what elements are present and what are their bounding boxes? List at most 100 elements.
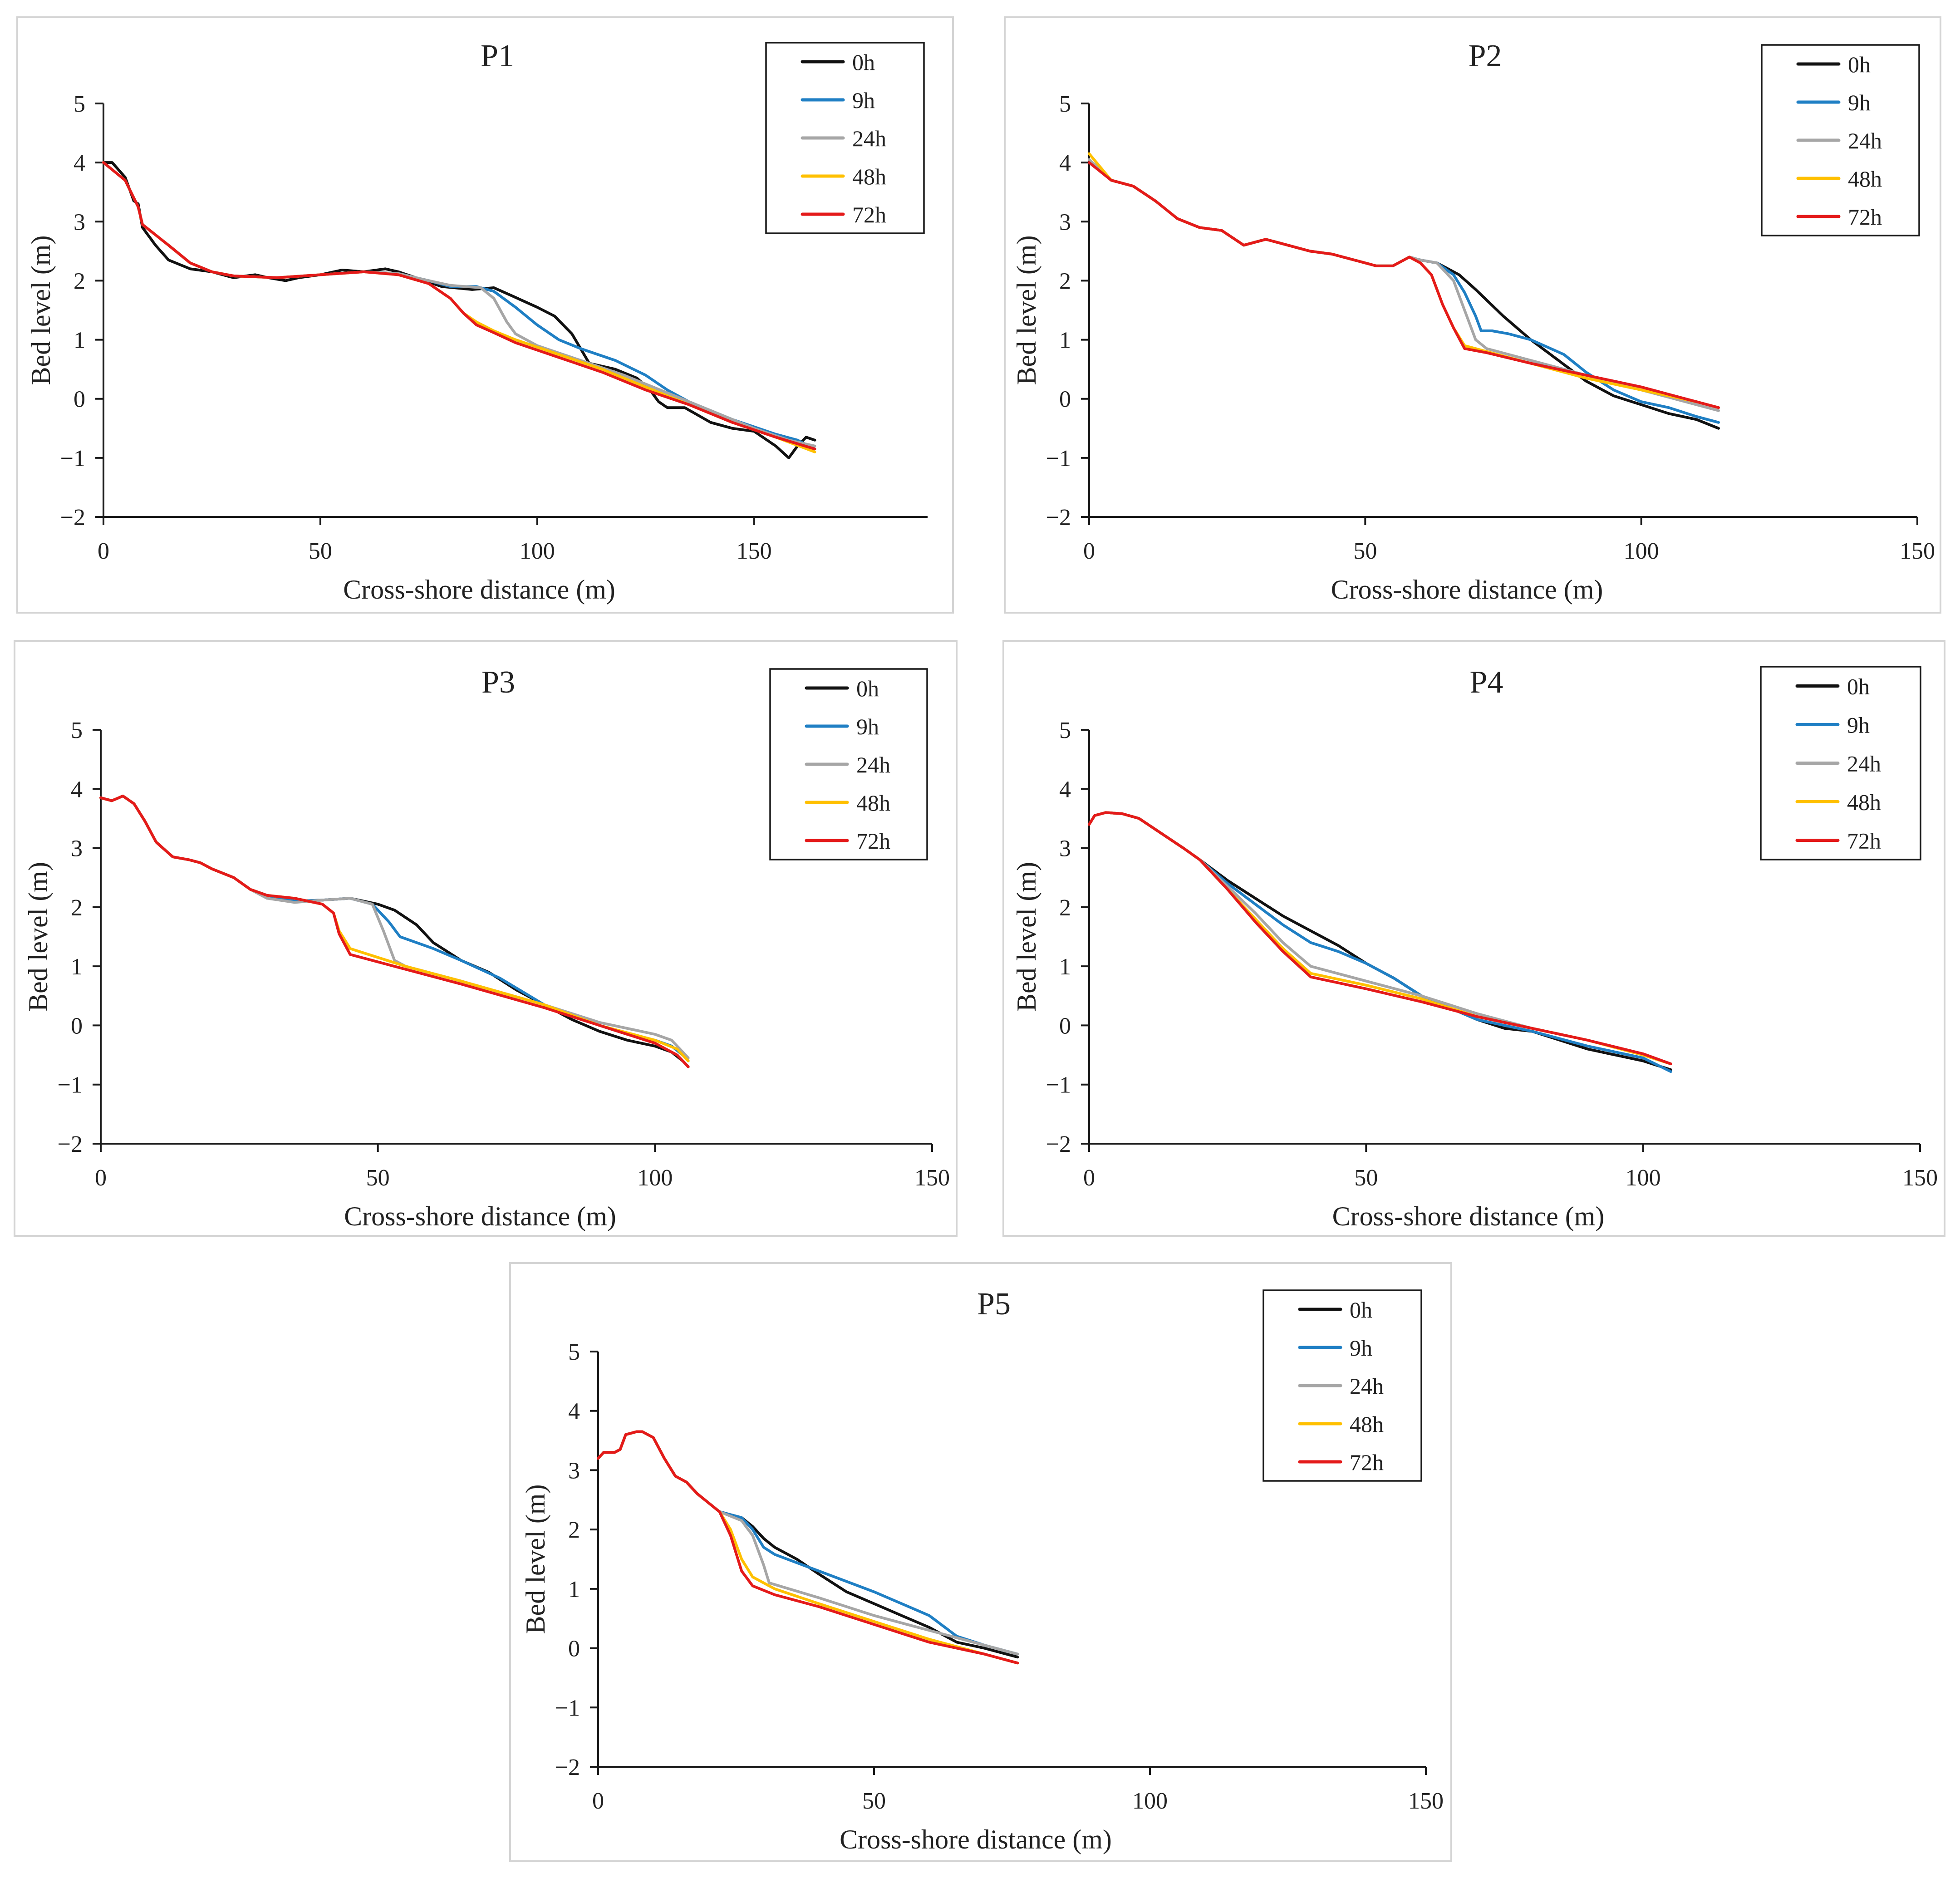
y-axis-label: Bed level (m) (521, 1485, 550, 1634)
legend-label-48h: 48h (1350, 1411, 1384, 1437)
y-tick-label: 1 (1059, 328, 1071, 354)
y-tick-label: 1 (71, 954, 83, 980)
series-line-0h (102, 161, 816, 459)
legend-label-72h: 72h (856, 828, 890, 854)
legend-label-48h: 48h (1847, 790, 1881, 815)
legend-box (765, 42, 925, 234)
chart-title: P2 (1469, 39, 1502, 74)
y-tick-label: 4 (568, 1399, 580, 1425)
legend-label-48h: 48h (1848, 166, 1882, 192)
chart-title: P1 (481, 39, 514, 74)
y-tick-label: 1 (568, 1577, 580, 1603)
y-tick-label: 4 (1059, 150, 1071, 176)
legend-box (1262, 1289, 1422, 1482)
y-tick-label: −1 (555, 1695, 580, 1721)
chart-title: P4 (1470, 665, 1503, 700)
y-tick-label: 3 (1059, 836, 1071, 862)
chart-svg: P2 5 4 3 2 1 0 −1 −2 0 50 100 150 Cross-shore distanc… (1004, 16, 1941, 614)
y-tick-label: 2 (568, 1517, 580, 1543)
chart-panel-p2: P2 5 4 3 2 1 0 −1 −2 0 50 100 150 Cross-shore distanc… (1004, 16, 1941, 614)
y-tick-label: 2 (74, 268, 85, 294)
legend-label-48h: 48h (856, 790, 890, 816)
y-tick-label: 4 (74, 150, 85, 176)
x-tick-label: 0 (1083, 1165, 1095, 1191)
x-tick-label: 150 (737, 538, 772, 564)
y-tick-label: 0 (71, 1013, 83, 1039)
y-tick-label: 0 (568, 1636, 580, 1662)
x-tick-label: 150 (1900, 538, 1935, 564)
legend-label-48h: 48h (852, 164, 886, 189)
y-tick-label: −2 (58, 1131, 83, 1157)
y-axis-label: Bed level (m) (26, 236, 56, 385)
legend: 0h 9h 24h 48h 72h (1761, 44, 1920, 236)
y-tick-label: 1 (74, 328, 85, 354)
legend: 0h 9h 24h 48h 72h (1262, 1289, 1422, 1482)
y-tick-label: 3 (71, 836, 83, 862)
series-line-72h (1088, 811, 1672, 1066)
y-tick-label: 0 (1059, 1013, 1071, 1039)
x-tick-label: 0 (1083, 538, 1095, 564)
y-tick-label: 4 (71, 777, 83, 802)
legend-label-0h: 0h (1847, 674, 1870, 699)
chart-panel-p1: P1 5 4 3 2 1 0 −1 −2 0 50 100 150 Cross-shore distanc… (16, 16, 954, 614)
chart-svg: P3 5 4 3 2 1 0 −1 −2 0 50 100 150 Cross-shore distanc… (14, 640, 958, 1237)
y-tick-label: −1 (1046, 1072, 1071, 1098)
y-tick-label: 5 (71, 718, 83, 743)
x-tick-label: 0 (592, 1788, 604, 1814)
y-tick-label: 0 (74, 387, 85, 413)
legend-label-9h: 9h (1848, 90, 1871, 115)
y-tick-label: 1 (1059, 954, 1071, 980)
x-axis-label: Cross-shore distance (m) (343, 575, 615, 605)
legend-label-0h: 0h (1350, 1297, 1372, 1322)
chart-svg: P5 5 4 3 2 1 0 −1 −2 0 50 100 150 Cross-shore distanc… (509, 1262, 1452, 1862)
chart-panel-p4: P4 5 4 3 2 1 0 −1 −2 0 50 100 150 Cross-shore distanc… (1002, 640, 1945, 1237)
x-tick-label: 50 (862, 1788, 886, 1814)
legend-label-0h: 0h (852, 49, 875, 75)
y-axis-label: Bed level (m) (1012, 236, 1041, 385)
chart-title: P3 (481, 665, 515, 700)
y-tick-label: 3 (568, 1458, 580, 1484)
series-line-72h (99, 794, 690, 1068)
series-line-72h (102, 161, 816, 451)
chart-svg: P1 5 4 3 2 1 0 −1 −2 0 50 100 150 Cross-shore distanc… (16, 16, 954, 614)
legend: 0h 9h 24h 48h 72h (765, 42, 925, 234)
x-axis-label: Cross-shore distance (m) (344, 1201, 616, 1231)
legend-label-9h: 9h (852, 88, 875, 113)
y-tick-label: −1 (1046, 446, 1071, 472)
legend-label-0h: 0h (856, 676, 879, 701)
y-tick-label: −2 (1046, 505, 1071, 531)
y-tick-label: 2 (1059, 895, 1071, 921)
x-tick-label: 100 (520, 538, 555, 564)
y-tick-label: −1 (58, 1072, 83, 1098)
x-tick-label: 150 (914, 1165, 950, 1191)
y-tick-label: 5 (1059, 718, 1071, 743)
y-tick-label: 3 (74, 209, 85, 235)
y-tick-label: −2 (1046, 1131, 1071, 1157)
legend-label-72h: 72h (1847, 828, 1881, 854)
y-tick-label: 2 (71, 895, 83, 921)
x-axis-label: Cross-shore distance (m) (1332, 1201, 1605, 1231)
x-tick-label: 0 (95, 1165, 107, 1191)
legend-label-24h: 24h (1350, 1373, 1384, 1399)
chart-panel-p3: P3 5 4 3 2 1 0 −1 −2 0 50 100 150 Cross-shore distanc… (14, 640, 958, 1237)
legend-label-9h: 9h (856, 714, 879, 739)
x-tick-label: 100 (1626, 1165, 1661, 1191)
legend-label-24h: 24h (852, 126, 886, 151)
legend-label-9h: 9h (1350, 1335, 1372, 1361)
x-tick-label: 50 (309, 538, 332, 564)
x-tick-label: 50 (1353, 538, 1377, 564)
y-tick-label: −1 (60, 446, 85, 472)
y-tick-label: 5 (1059, 91, 1071, 117)
y-tick-label: 4 (1059, 777, 1071, 802)
x-tick-label: 50 (1354, 1165, 1378, 1191)
y-tick-label: −2 (555, 1755, 580, 1780)
chart-panel-p5: P5 5 4 3 2 1 0 −1 −2 0 50 100 150 Cross-shore distanc… (509, 1262, 1452, 1862)
x-tick-label: 0 (98, 538, 109, 564)
x-axis-label: Cross-shore distance (m) (1331, 575, 1603, 605)
x-tick-label: 100 (1132, 1788, 1168, 1814)
chart-title: P5 (977, 1287, 1011, 1322)
series-line-72h (1088, 161, 1720, 409)
legend-label-24h: 24h (1848, 128, 1882, 153)
x-tick-label: 100 (1624, 538, 1659, 564)
y-tick-label: 0 (1059, 387, 1071, 413)
